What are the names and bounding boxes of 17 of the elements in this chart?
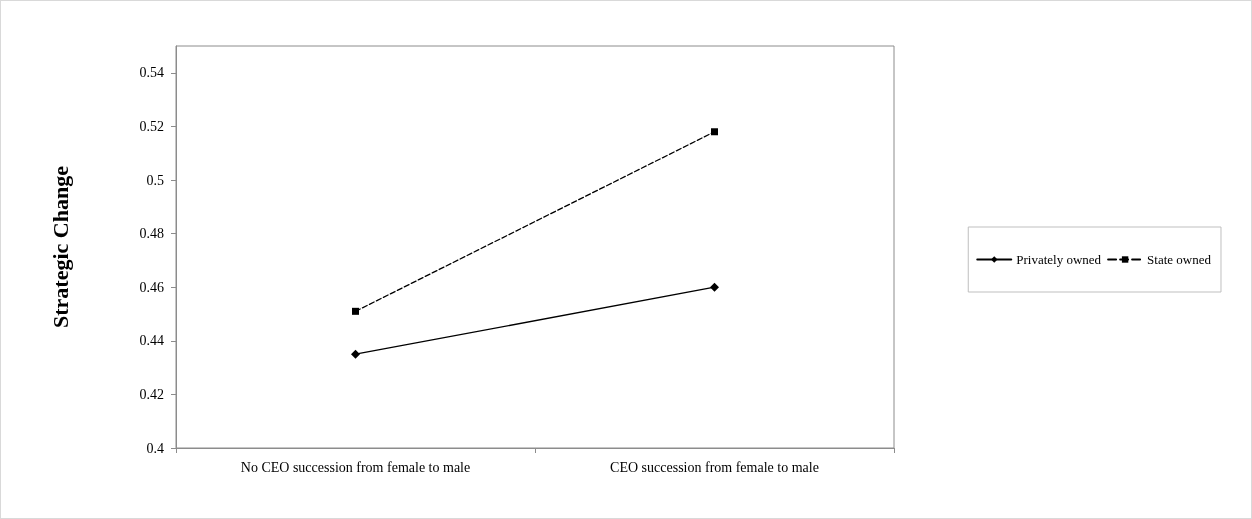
y-tick-label: 0.46 xyxy=(139,279,164,295)
x-tick-label: No CEO succession from female to male xyxy=(240,459,471,475)
legend-label: State owned xyxy=(1147,252,1212,267)
point xyxy=(711,128,718,136)
y-tick-label: 0.42 xyxy=(139,386,164,402)
y-tick-label: 0.5 xyxy=(146,172,164,188)
point xyxy=(351,349,360,359)
point xyxy=(710,282,719,292)
y-tick-label: 0.48 xyxy=(139,226,164,242)
y-tick-label: 0.52 xyxy=(139,118,164,134)
x-tick-label: CEO succession from female to male xyxy=(610,459,819,475)
y-tick-label: 0.4 xyxy=(146,440,164,456)
y-tick-label: 0.44 xyxy=(139,333,164,349)
legend-label: Privately owned xyxy=(1016,252,1102,267)
point xyxy=(352,307,359,315)
y-tick-label: 0.54 xyxy=(139,65,164,81)
y-axis-title: Strategic Change xyxy=(47,165,73,328)
